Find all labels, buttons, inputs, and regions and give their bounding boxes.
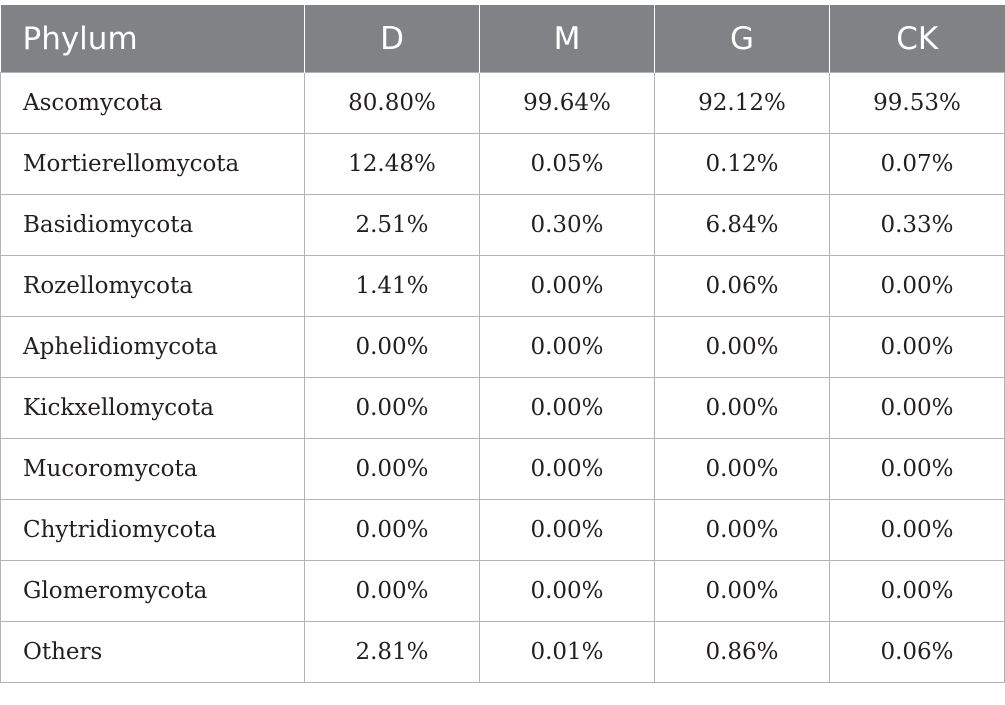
value-cell-g: 0.00% [654, 438, 830, 500]
header-row: Phylum D M G CK [0, 5, 1005, 73]
table-row: Rozellomycota 1.41% 0.00% 0.06% 0.00% [0, 255, 1005, 317]
table-body: Ascomycota 80.80% 99.64% 92.12% 99.53% M… [0, 72, 1005, 683]
phylum-cell: Kickxellomycota [0, 377, 305, 439]
value-cell-m: 0.05% [479, 133, 655, 195]
table-row: Aphelidiomycota 0.00% 0.00% 0.00% 0.00% [0, 316, 1005, 378]
value-cell-d: 2.51% [304, 194, 480, 256]
value-cell-m: 0.30% [479, 194, 655, 256]
header-phylum: Phylum [0, 5, 305, 73]
value-cell-d: 0.00% [304, 499, 480, 561]
value-cell-g: 0.00% [654, 499, 830, 561]
value-cell-m: 0.00% [479, 316, 655, 378]
value-cell-ck: 99.53% [829, 72, 1005, 134]
value-cell-g: 0.00% [654, 560, 830, 622]
value-cell-g: 92.12% [654, 72, 830, 134]
value-cell-d: 0.00% [304, 377, 480, 439]
value-cell-ck: 0.00% [829, 255, 1005, 317]
value-cell-d: 0.00% [304, 438, 480, 500]
header-m: M [479, 5, 655, 73]
value-cell-m: 0.00% [479, 560, 655, 622]
value-cell-g: 0.06% [654, 255, 830, 317]
value-cell-m: 0.00% [479, 255, 655, 317]
value-cell-g: 0.00% [654, 316, 830, 378]
value-cell-ck: 0.00% [829, 499, 1005, 561]
value-cell-ck: 0.06% [829, 621, 1005, 683]
table-row: Others 2.81% 0.01% 0.86% 0.06% [0, 621, 1005, 683]
value-cell-g: 0.00% [654, 377, 830, 439]
value-cell-ck: 0.33% [829, 194, 1005, 256]
value-cell-m: 99.64% [479, 72, 655, 134]
value-cell-d: 0.00% [304, 316, 480, 378]
value-cell-d: 12.48% [304, 133, 480, 195]
value-cell-m: 0.00% [479, 499, 655, 561]
phylum-cell: Basidiomycota [0, 194, 305, 256]
value-cell-m: 0.01% [479, 621, 655, 683]
table-row: Basidiomycota 2.51% 0.30% 6.84% 0.33% [0, 194, 1005, 256]
value-cell-m: 0.00% [479, 377, 655, 439]
phylum-cell: Aphelidiomycota [0, 316, 305, 378]
table-row: Ascomycota 80.80% 99.64% 92.12% 99.53% [0, 72, 1005, 134]
phylum-cell: Glomeromycota [0, 560, 305, 622]
value-cell-g: 0.12% [654, 133, 830, 195]
value-cell-ck: 0.00% [829, 377, 1005, 439]
phylum-cell: Ascomycota [0, 72, 305, 134]
phylum-cell: Mucoromycota [0, 438, 305, 500]
value-cell-ck: 0.07% [829, 133, 1005, 195]
table-row: Chytridiomycota 0.00% 0.00% 0.00% 0.00% [0, 499, 1005, 561]
value-cell-d: 1.41% [304, 255, 480, 317]
phylum-cell: Others [0, 621, 305, 683]
value-cell-d: 80.80% [304, 72, 480, 134]
value-cell-g: 6.84% [654, 194, 830, 256]
table-row: Glomeromycota 0.00% 0.00% 0.00% 0.00% [0, 560, 1005, 622]
value-cell-ck: 0.00% [829, 560, 1005, 622]
value-cell-ck: 0.00% [829, 438, 1005, 500]
table-row: Mortierellomycota 12.48% 0.05% 0.12% 0.0… [0, 133, 1005, 195]
phylum-cell: Chytridiomycota [0, 499, 305, 561]
phylum-cell: Rozellomycota [0, 255, 305, 317]
phylum-abundance-table: Phylum D M G CK Ascomycota 80.80% 99.64%… [0, 5, 1005, 683]
table-row: Mucoromycota 0.00% 0.00% 0.00% 0.00% [0, 438, 1005, 500]
value-cell-d: 2.81% [304, 621, 480, 683]
header-g: G [654, 5, 830, 73]
header-d: D [304, 5, 480, 73]
table-header: Phylum D M G CK [0, 5, 1005, 73]
value-cell-g: 0.86% [654, 621, 830, 683]
value-cell-d: 0.00% [304, 560, 480, 622]
value-cell-m: 0.00% [479, 438, 655, 500]
phylum-cell: Mortierellomycota [0, 133, 305, 195]
table-row: Kickxellomycota 0.00% 0.00% 0.00% 0.00% [0, 377, 1005, 439]
header-ck: CK [829, 5, 1005, 73]
value-cell-ck: 0.00% [829, 316, 1005, 378]
